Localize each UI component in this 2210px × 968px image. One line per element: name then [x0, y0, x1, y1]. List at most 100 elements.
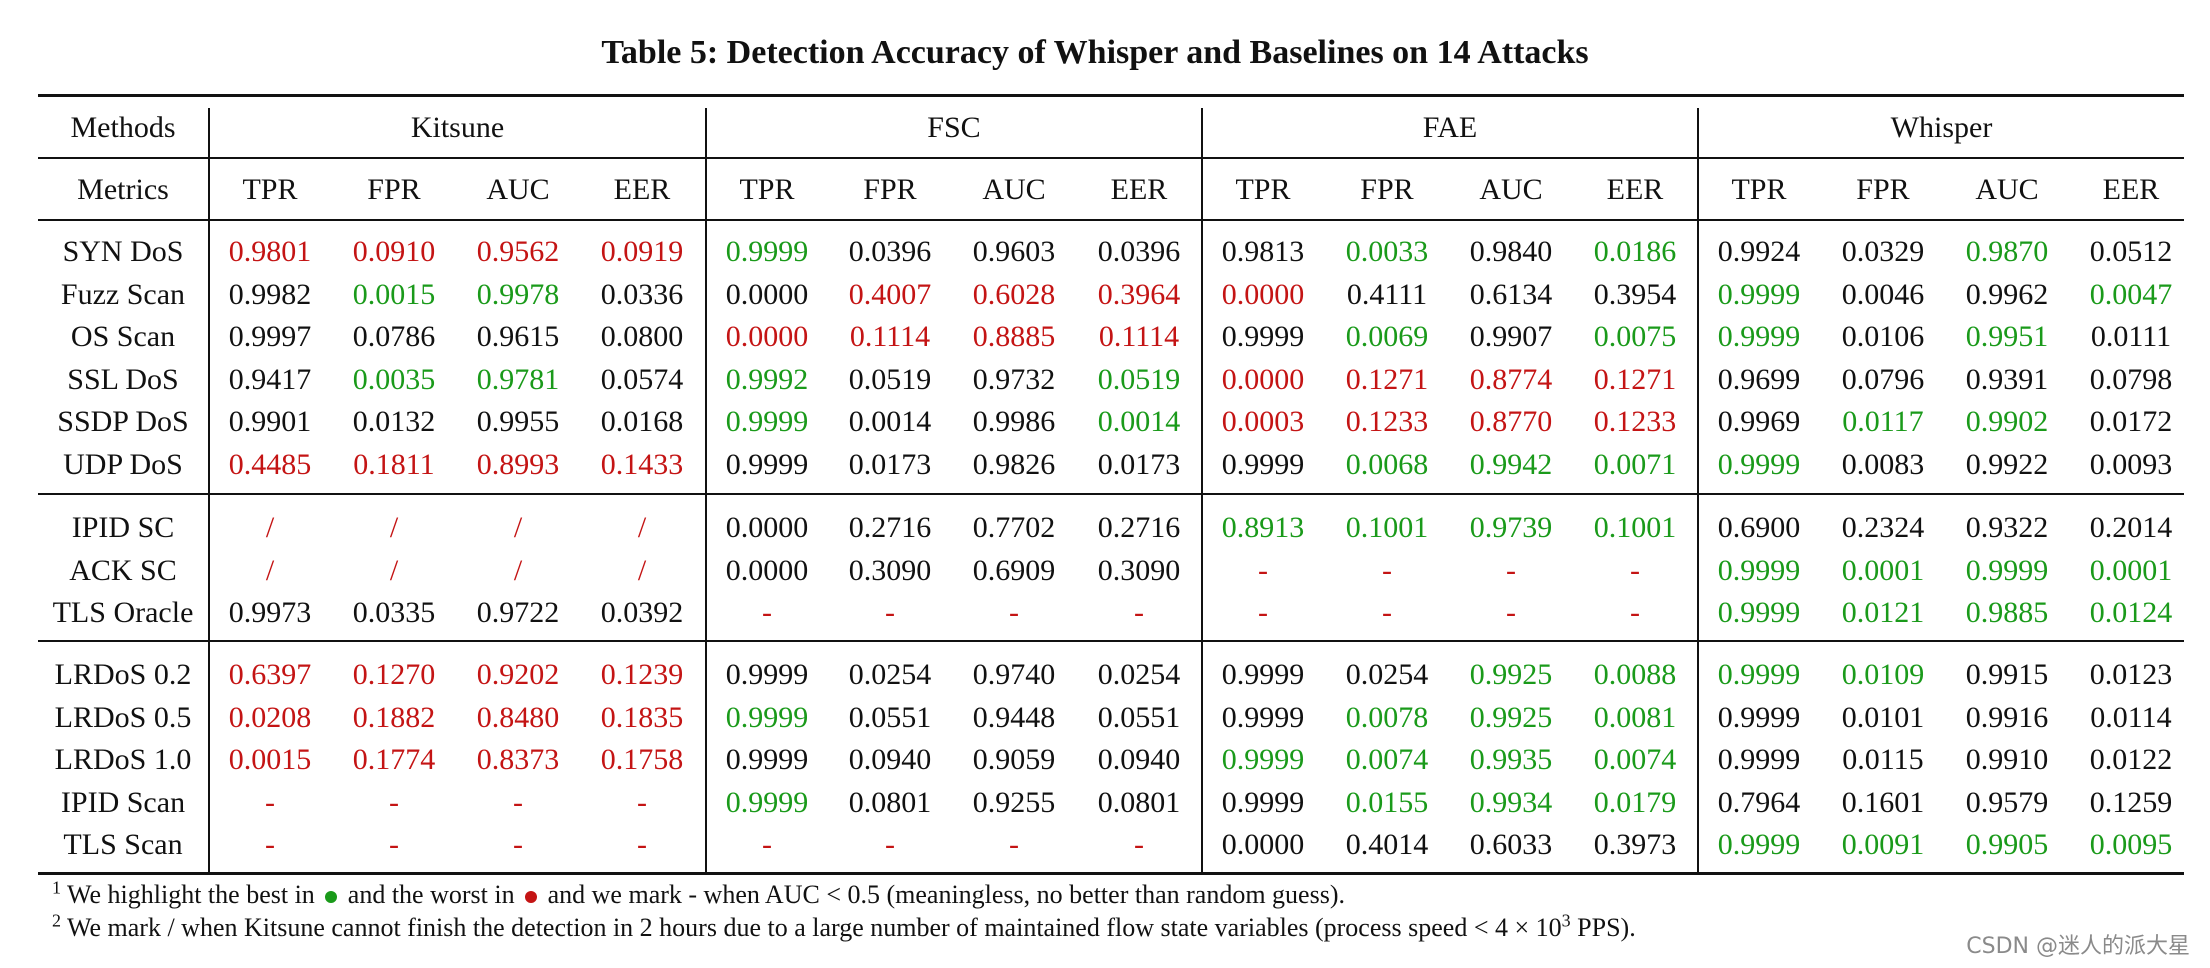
table-cell: 0.0121 [1841, 596, 1925, 629]
row-label: SYN DoS [62, 235, 184, 268]
table-cell: 0.0088 [1593, 658, 1677, 691]
separator-label-col [208, 108, 210, 872]
metric-header-fpr: FPR [1360, 173, 1414, 206]
table-cell: - [885, 596, 895, 629]
table-cell: 0.0000 [1221, 828, 1305, 861]
table-cell: 0.9999 [1717, 447, 1801, 481]
table-cell: - [265, 785, 275, 819]
table-cell: / [265, 511, 275, 544]
table-cell: 0.0035 [352, 362, 436, 396]
table-cell: 0.9997 [228, 320, 312, 353]
table-cell: 0.1601 [1841, 785, 1925, 819]
table-cell: 0.9999 [725, 235, 809, 268]
metric-header-eer: EER [613, 173, 671, 206]
table-cell: - [513, 828, 523, 861]
table-cell: 0.1001 [1345, 511, 1429, 544]
table-cell: - [1506, 596, 1516, 629]
table-cell: 0.0335 [352, 596, 436, 629]
table-cell: 0.9999 [1221, 785, 1305, 819]
table-cell: - [1258, 553, 1268, 587]
table-cell: - [1134, 828, 1144, 861]
table-cell: 0.0047 [2089, 277, 2173, 311]
row-label: UDP DoS [63, 447, 183, 481]
row-label: LRDoS 1.0 [54, 743, 192, 776]
table-cell: 0.1811 [353, 447, 435, 481]
table-cell: 0.0000 [1221, 277, 1305, 311]
metric-header-tpr: TPR [1731, 173, 1787, 206]
footnote-1-text-c: and we mark - when AUC < 0.5 (meaningles… [547, 880, 1345, 909]
metric-header-fpr: FPR [367, 173, 421, 206]
table-cell: - [1009, 828, 1019, 861]
table-cell: 0.0000 [725, 553, 809, 587]
table-cell: 0.0519 [1097, 362, 1181, 396]
table-cell: 0.9922 [1965, 447, 2049, 481]
table-cell: - [1382, 553, 1392, 587]
table-cell: 0.0254 [1345, 658, 1429, 691]
table-cell: 0.9739 [1469, 511, 1553, 544]
table-cell: 0.9999 [725, 405, 809, 438]
method-fsc: FSC [927, 111, 981, 144]
table-cell: 0.9448 [972, 700, 1056, 734]
table-cell: - [513, 785, 523, 819]
table-cell: 0.9781 [476, 362, 560, 396]
table-cell: 0.9732 [972, 362, 1056, 396]
table-cell: - [762, 596, 772, 629]
table-cell: 0.0015 [228, 743, 312, 776]
table-cell: 0.0109 [1841, 658, 1925, 691]
table-cell: / [513, 511, 523, 544]
table-cell: 0.9255 [972, 785, 1056, 819]
table-cell: 0.0046 [1841, 277, 1925, 311]
table-cell: 0.0033 [1345, 235, 1429, 268]
table-cell: 0.0000 [1221, 362, 1305, 396]
table-cell: 0.1758 [600, 743, 684, 776]
table-cell: 0.9982 [228, 277, 312, 311]
table-cell: 0.1835 [600, 700, 684, 734]
table-cell: 0.9978 [476, 277, 560, 311]
table-cell: 0.9202 [476, 658, 560, 691]
metric-header-auc: AUC [486, 173, 550, 206]
table-cell: 0.9999 [1221, 447, 1305, 481]
table-cell: 0.9417 [228, 362, 312, 396]
table-cell: 0.0111 [2090, 320, 2172, 353]
table-cell: 0.1271 [1593, 362, 1677, 396]
table-cell: 0.3973 [1593, 828, 1677, 861]
row-label: TLS Oracle [52, 596, 194, 629]
table-cell: 0.9999 [1717, 277, 1801, 311]
table-cell: 0.0551 [1097, 700, 1181, 734]
table-cell: 0.9916 [1965, 700, 2049, 734]
table-cell: 0.8993 [476, 447, 560, 481]
table-cell: 0.9740 [972, 658, 1056, 691]
table-cell: 0.0168 [600, 405, 684, 438]
table-cell: 0.1233 [1345, 405, 1429, 438]
group2-rule [38, 640, 2184, 642]
table-cell: 0.4014 [1345, 828, 1429, 861]
table-cell: 0.0000 [725, 320, 809, 353]
table-cell: 0.0074 [1593, 743, 1677, 776]
method-fae: FAE [1422, 111, 1478, 144]
table-cell: 0.0014 [1097, 405, 1181, 438]
table-cell: - [1382, 596, 1392, 629]
table-cell: 0.9902 [1965, 405, 2049, 438]
metric-header-auc: AUC [982, 173, 1046, 206]
table-cell: / [389, 511, 399, 544]
table-cell: 0.0254 [848, 658, 932, 691]
table-cell: 0.1774 [352, 743, 436, 776]
table-cell: 0.0124 [2089, 596, 2173, 629]
table-title: Table 5: Detection Accuracy of Whisper a… [601, 34, 1589, 71]
table-cell: 0.9935 [1469, 743, 1553, 776]
table-cell: 0.0014 [848, 405, 932, 438]
table-cell: 0.9924 [1717, 235, 1801, 268]
table-cell: 0.1114 [849, 320, 931, 353]
row-label: IPID SC [71, 511, 175, 544]
table-cell: 0.0001 [1841, 553, 1925, 587]
table-cell: 0.6397 [228, 658, 312, 691]
table-cell: 0.0093 [2089, 447, 2173, 481]
table-cell: 0.9322 [1965, 511, 2049, 544]
table-cell: 0.9999 [1717, 553, 1801, 587]
table-cell: 0.6909 [972, 553, 1056, 587]
table-cell: 0.0173 [848, 447, 932, 481]
table-cell: 0.6900 [1717, 511, 1801, 544]
footnote-1-number: 1 [52, 877, 61, 898]
table-cell: 0.9603 [972, 235, 1056, 268]
table-cell: 0.9999 [725, 743, 809, 776]
